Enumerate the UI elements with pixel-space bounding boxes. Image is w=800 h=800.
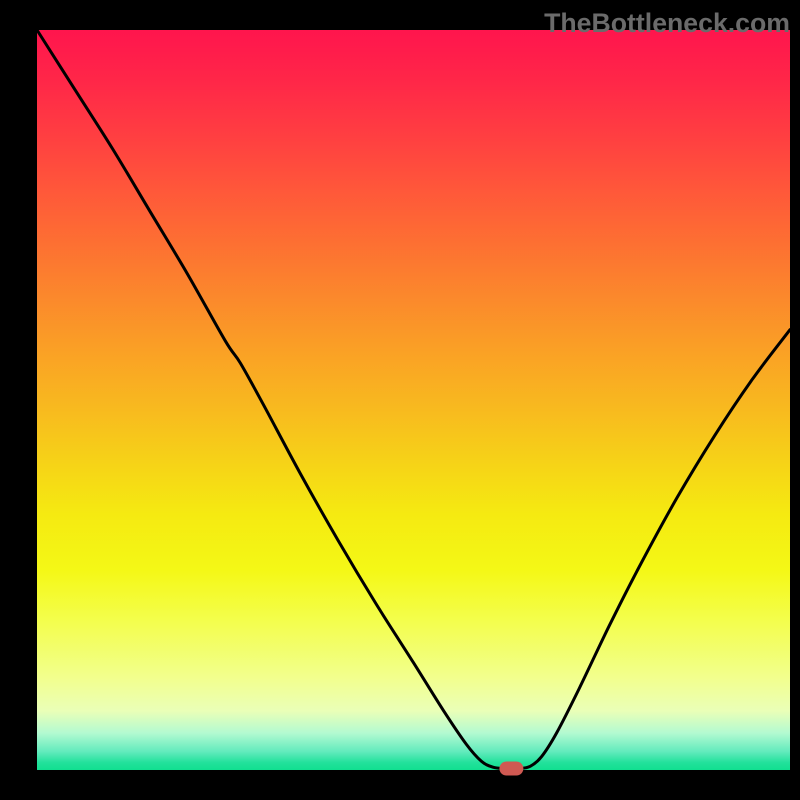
- curve-layer: [0, 0, 800, 800]
- gradient-background: [37, 30, 790, 770]
- watermark-text: TheBottleneck.com: [544, 8, 790, 39]
- chart-frame: TheBottleneck.com: [0, 0, 800, 800]
- optimum-marker: [499, 762, 523, 776]
